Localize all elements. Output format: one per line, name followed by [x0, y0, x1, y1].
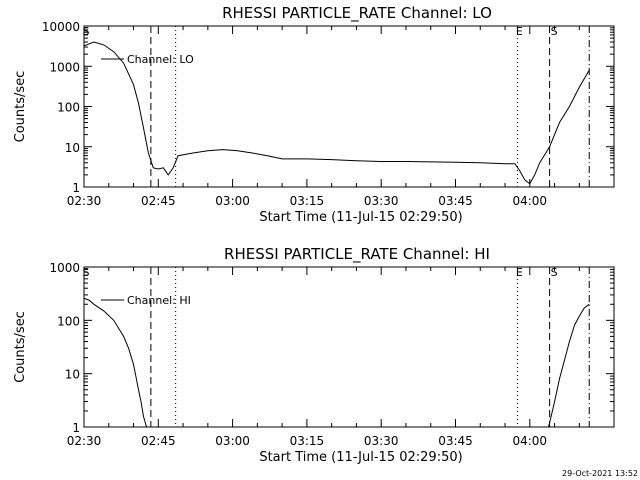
y-tick-label: 1	[72, 421, 80, 435]
x-tick-label: 03:30	[364, 194, 399, 208]
x-tick-label: 03:15	[290, 434, 325, 448]
x-tick-label: 03:30	[364, 434, 399, 448]
lo-channel-panel: RHESSI PARTICLE_RATE Channel: LO 02:30 02:…	[13, 4, 615, 225]
y-tick-label: 10	[65, 141, 80, 155]
series-line-hi	[547, 303, 590, 427]
chart-title: RHESSI PARTICLE_RATE Channel: LO	[222, 4, 492, 23]
y-tick-label: 1	[72, 181, 80, 195]
chart-title: RHESSI PARTICLE_RATE Channel: HI	[224, 245, 490, 264]
y-tick-label: 1000	[49, 261, 80, 275]
event-marker-label: E	[516, 25, 523, 38]
x-tick-label: 04:00	[512, 434, 547, 448]
y-tick-label: 1000	[49, 60, 80, 74]
x-axis-label: Start Time (11-Jul-15 02:29:50)	[259, 210, 462, 225]
x-tick-label: 04:00	[512, 194, 547, 208]
y-tick-label: 100	[57, 314, 80, 328]
timestamp: 29-Oct-2021 13:52	[562, 469, 638, 478]
event-marker-label: S	[83, 25, 90, 38]
series-line-lo	[84, 41, 590, 185]
x-tick-label: 02:30	[67, 194, 102, 208]
x-tick-label: 03:45	[438, 194, 473, 208]
y-tick-label: 10000	[42, 20, 80, 34]
x-tick-label: 02:30	[67, 434, 102, 448]
x-axis-label: Start Time (11-Jul-15 02:29:50)	[259, 450, 462, 465]
legend-label: Channel: HI	[127, 294, 191, 307]
x-tick-label: 03:00	[215, 434, 250, 448]
plot-frame	[83, 25, 615, 188]
event-marker-label: S	[551, 266, 558, 279]
y-axis-label: Counts/sec	[13, 71, 28, 143]
y-axis-label: Counts/sec	[13, 311, 28, 383]
x-tick-label: 02:45	[141, 194, 176, 208]
plot-frame	[83, 266, 615, 428]
legend-label: Channel: LO	[127, 53, 194, 66]
y-tick-label: 100	[57, 101, 80, 115]
x-tick-label: 03:45	[438, 434, 473, 448]
event-marker-label: E	[516, 266, 523, 279]
x-tick-label: 03:15	[290, 194, 325, 208]
x-tick-label: 03:00	[215, 194, 250, 208]
hi-channel-panel: RHESSI PARTICLE_RATE Channel: HI 02:30 02:…	[13, 245, 615, 465]
y-tick-label: 10	[65, 368, 80, 382]
event-marker-label: S	[83, 266, 90, 279]
x-tick-label: 02:45	[141, 434, 176, 448]
series-line-hi	[84, 297, 148, 427]
event-marker-label: S	[551, 25, 558, 38]
